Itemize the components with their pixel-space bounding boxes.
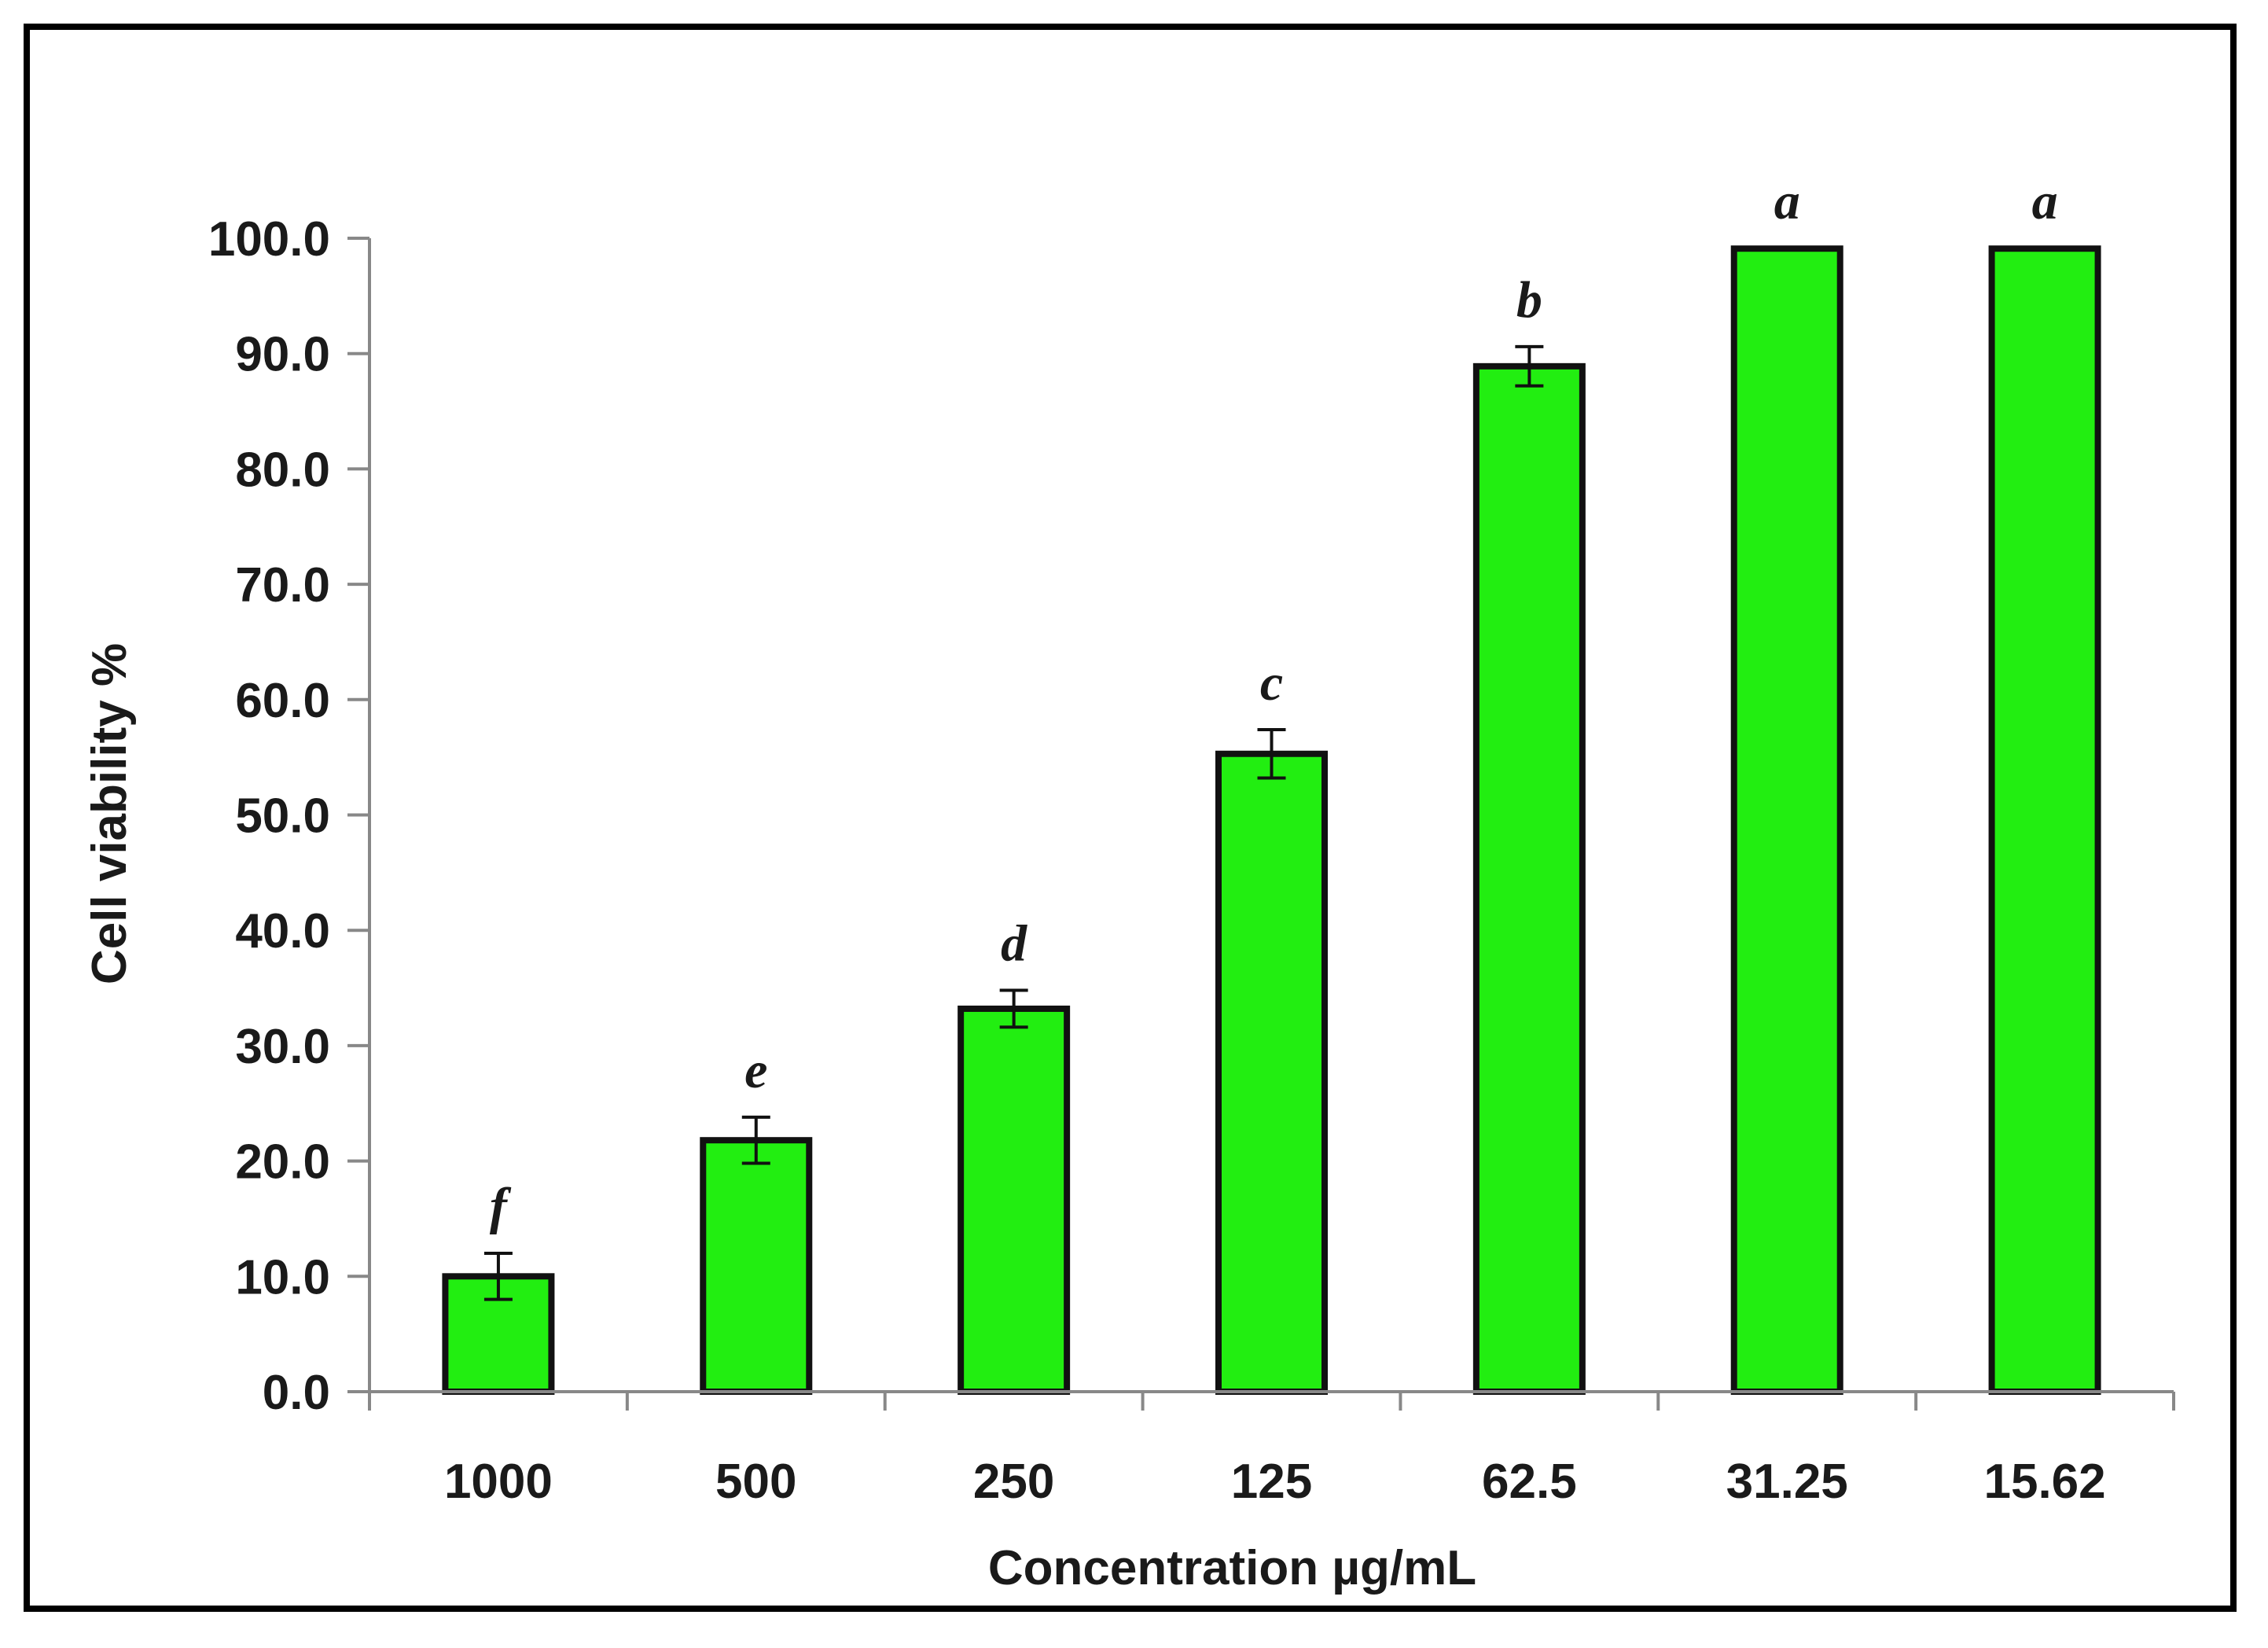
x-tick-label: 500 bbox=[715, 1455, 796, 1509]
x-axis-title: Concentration µg/mL bbox=[988, 1541, 1476, 1595]
chart-frame bbox=[24, 24, 2237, 1612]
significance-letter: a bbox=[1774, 173, 1800, 230]
y-tick-label: 70.0 bbox=[235, 558, 330, 612]
significance-letter: b bbox=[1516, 271, 1542, 329]
y-tick-label: 100.0 bbox=[208, 212, 330, 267]
error-bars bbox=[483, 344, 1544, 1301]
y-axis-title: Cell viability % bbox=[83, 643, 137, 984]
y-tick-label: 50.0 bbox=[235, 789, 330, 844]
y-tick-label: 60.0 bbox=[235, 674, 330, 728]
y-tick-label: 0.0 bbox=[263, 1366, 330, 1420]
significance-letter: a bbox=[2032, 173, 2058, 230]
bar-125 bbox=[1215, 750, 1328, 1395]
x-tick-label: 125 bbox=[1231, 1455, 1312, 1509]
x-tick-label: 1000 bbox=[444, 1455, 553, 1509]
significance-letter: d bbox=[1001, 914, 1027, 972]
y-axis-ticks: 0.0 10.0 20.0 30.0 40.0 50.0 60.0 70.0 80.0 90.0 1… bbox=[208, 212, 369, 1420]
x-tick-label: 31.25 bbox=[1726, 1455, 1848, 1509]
bar-15.62 bbox=[1988, 245, 2101, 1395]
significance-letter: e bbox=[744, 1042, 767, 1099]
x-tick-label: 62.5 bbox=[1482, 1455, 1577, 1509]
significance-letter: c bbox=[1260, 654, 1283, 712]
bar-500 bbox=[700, 1137, 813, 1395]
bar-62.5 bbox=[1472, 362, 1586, 1395]
x-tick-label: 250 bbox=[973, 1455, 1054, 1509]
bars bbox=[442, 245, 2101, 1396]
y-tick-label: 10.0 bbox=[235, 1250, 330, 1304]
significance-letter: f bbox=[490, 1178, 512, 1235]
x-tick-label: 15.62 bbox=[1983, 1455, 2105, 1509]
x-axis-ticks: 1000 500 250 125 62.5 31.25 15.62 bbox=[368, 1392, 2175, 1509]
y-tick-label: 90.0 bbox=[235, 328, 330, 382]
y-tick-label: 20.0 bbox=[235, 1135, 330, 1190]
y-tick-label: 30.0 bbox=[235, 1020, 330, 1074]
bar-31.25 bbox=[1730, 245, 1843, 1395]
y-tick-label: 40.0 bbox=[235, 904, 330, 958]
bar-250 bbox=[958, 1005, 1071, 1396]
y-tick-label: 80.0 bbox=[235, 443, 330, 497]
